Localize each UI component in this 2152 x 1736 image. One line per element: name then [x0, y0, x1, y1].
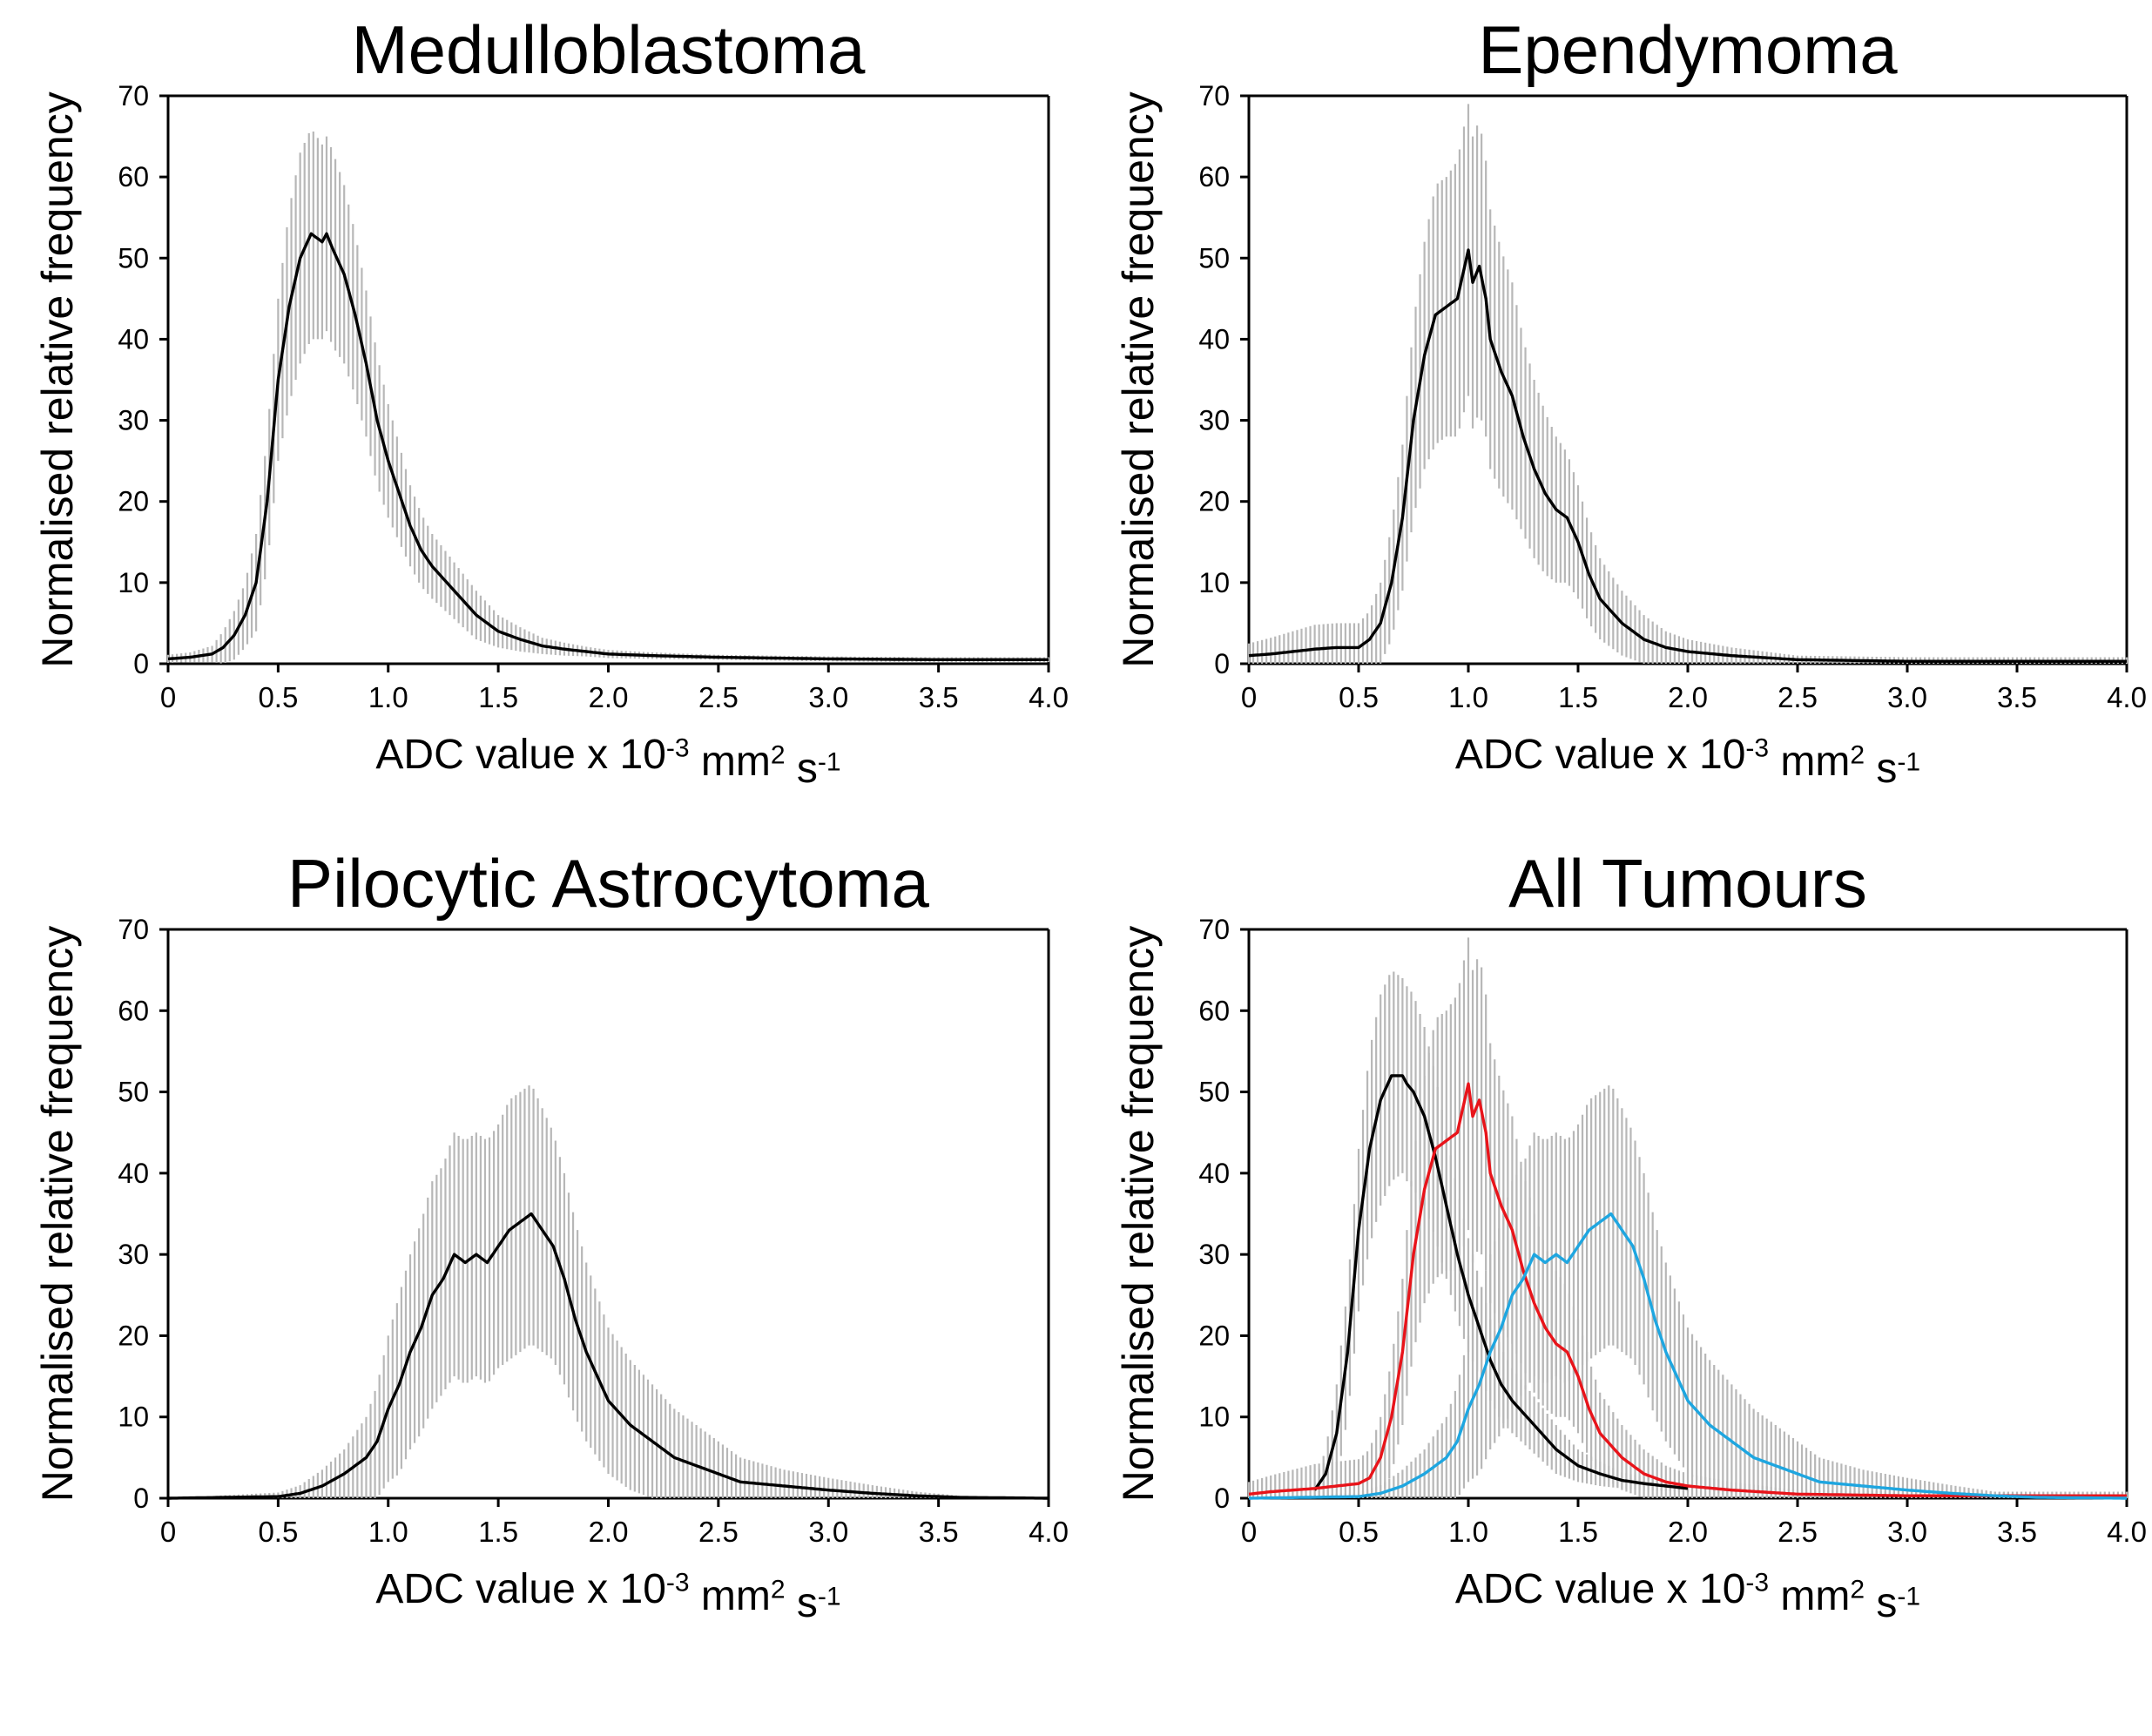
x-tick-label: 4.0 [1029, 681, 1069, 713]
series-line-pilocytic-astrocytoma [168, 1212, 1049, 1500]
x-tick-label: 1.5 [1558, 681, 1598, 713]
x-tick-label: 0 [160, 1516, 176, 1548]
series-line-pilocytic-astrocytoma [1249, 1212, 2127, 1500]
series-line-ependymoma [1248, 248, 2127, 663]
y-tick-label: 70 [1198, 914, 1230, 945]
y-axis-label: Normalised relative frequency [33, 926, 82, 1502]
x-tick-label: 2.0 [1668, 681, 1708, 713]
x-tick-label: 4.0 [1029, 1516, 1069, 1548]
y-axis-label: Normalised relative frequency [1114, 91, 1163, 667]
y-tick-label: 10 [1198, 567, 1230, 598]
x-tick-label: 1.5 [478, 681, 518, 713]
x-tick-label: 0 [1241, 1516, 1257, 1548]
x-tick-label: 0 [1241, 681, 1257, 713]
y-tick-label: 40 [1198, 323, 1230, 355]
y-tick-label: 0 [1214, 1483, 1230, 1514]
series-line-medulloblastoma [167, 232, 1049, 661]
y-tick-label: 50 [1198, 242, 1230, 274]
y-tick-label: 0 [133, 648, 149, 679]
chart-panel-medulloblastoma: Medulloblastoma Normalised relative frequ… [33, 11, 1069, 792]
x-tick-label: 1.5 [478, 1516, 518, 1548]
x-tick-label: 3.5 [1997, 1516, 2037, 1548]
x-tick-label: 3.5 [919, 681, 959, 713]
y-tick-label: 70 [118, 914, 149, 945]
y-axis-label: Normalised relative frequency [33, 91, 82, 667]
x-tick-label: 2.5 [698, 681, 739, 713]
chart-title: All Tumours [1508, 845, 1867, 922]
x-tick-label: 0.5 [1339, 1516, 1379, 1548]
y-tick-label: 20 [118, 1320, 149, 1351]
x-tick-label: 0 [160, 681, 176, 713]
x-tick-label: 2.0 [1668, 1516, 1708, 1548]
y-tick-label: 0 [133, 1483, 149, 1514]
y-tick-label: 50 [118, 1077, 149, 1108]
x-tick-label: 1.0 [368, 681, 408, 713]
x-tick-label: 3.0 [1887, 681, 1927, 713]
y-tick-label: 50 [1198, 1077, 1230, 1108]
y-tick-label: 30 [1198, 1239, 1230, 1270]
y-tick-label: 40 [118, 1158, 149, 1189]
x-tick-label: 3.5 [919, 1516, 959, 1548]
y-tick-label: 10 [118, 567, 149, 598]
y-tick-label: 20 [118, 486, 149, 517]
x-tick-label: 2.5 [1778, 681, 1818, 713]
x-tick-label: 1.0 [368, 1516, 408, 1548]
y-tick-label: 40 [118, 323, 149, 355]
y-tick-label: 60 [118, 995, 149, 1026]
chart-title: Pilocytic Astrocytoma [287, 845, 930, 922]
chart-panel-pilocytic-astrocytoma: Pilocytic Astrocytoma Normalised relative… [33, 845, 1069, 1626]
x-tick-label: 1.0 [1448, 681, 1488, 713]
error-bars-medulloblastoma [1313, 971, 1690, 1498]
x-tick-label: 4.0 [2107, 681, 2147, 713]
y-tick-label: 60 [1198, 995, 1230, 1026]
y-tick-label: 70 [118, 80, 149, 111]
y-axis-label: Normalised relative frequency [1114, 926, 1163, 1502]
y-tick-label: 30 [118, 405, 149, 436]
x-tick-label: 2.5 [698, 1516, 739, 1548]
x-tick-label: 2.0 [589, 681, 629, 713]
x-tick-label: 0.5 [258, 1516, 298, 1548]
y-tick-label: 70 [1198, 80, 1230, 111]
chart-title: Ependymoma [1478, 11, 1898, 88]
y-tick-label: 20 [1198, 1320, 1230, 1351]
error-bars-medulloblastoma [166, 131, 1050, 664]
series-line-medulloblastoma [1313, 1074, 1689, 1491]
x-axis-label: ADC value x 10-3 mm2 s-1 [1455, 732, 1920, 792]
chart-panel-ependymoma: Ependymoma Normalised relative frequency A… [1114, 11, 2147, 792]
x-tick-label: 1.0 [1448, 1516, 1488, 1548]
x-axis-label: ADC value x 10-3 mm2 s-1 [375, 732, 840, 792]
y-tick-label: 40 [1198, 1158, 1230, 1189]
x-tick-label: 3.0 [808, 1516, 848, 1548]
error-bars-pilocytic-astrocytoma [215, 1085, 957, 1498]
x-tick-label: 2.0 [589, 1516, 629, 1548]
x-tick-label: 2.5 [1778, 1516, 1818, 1548]
y-tick-label: 10 [118, 1402, 149, 1433]
chart-title: Medulloblastoma [352, 11, 866, 88]
y-tick-label: 30 [118, 1239, 149, 1270]
y-tick-label: 50 [118, 242, 149, 274]
chart-panel-all-tumours: All Tumours Normalised relative frequency… [1114, 845, 2147, 1626]
x-tick-label: 4.0 [2107, 1516, 2147, 1548]
x-axis-label: ADC value x 10-3 mm2 s-1 [375, 1566, 840, 1626]
x-tick-label: 3.0 [808, 681, 848, 713]
x-tick-label: 1.5 [1558, 1516, 1598, 1548]
x-tick-label: 0.5 [258, 681, 298, 713]
error-bars-ependymoma [1247, 104, 2128, 664]
y-tick-label: 10 [1198, 1402, 1230, 1433]
y-tick-label: 0 [1214, 648, 1230, 679]
y-tick-label: 60 [1198, 161, 1230, 193]
x-axis-label: ADC value x 10-3 mm2 s-1 [1455, 1566, 1920, 1626]
x-tick-label: 0.5 [1339, 681, 1379, 713]
y-tick-label: 20 [1198, 486, 1230, 517]
y-tick-label: 60 [118, 161, 149, 193]
x-tick-label: 3.5 [1997, 681, 2037, 713]
x-tick-label: 3.0 [1887, 1516, 1927, 1548]
y-tick-label: 30 [1198, 405, 1230, 436]
